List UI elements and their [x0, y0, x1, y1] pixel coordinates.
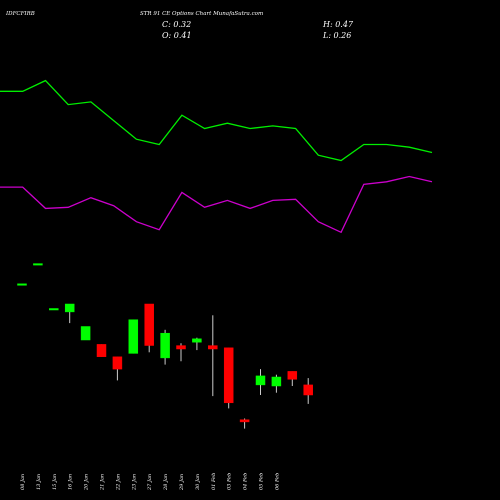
close-value: C: 0.32 [162, 20, 191, 29]
overlay-line-1 [0, 175, 433, 234]
candle [223, 347, 234, 409]
candle [176, 343, 186, 362]
candle [303, 378, 313, 404]
symbol-label: IDFCFIRB [5, 11, 35, 17]
overlay-line-0 [0, 79, 433, 162]
candle [49, 308, 59, 311]
x-tick-label: 30 Jan [195, 474, 201, 490]
candle-body [17, 283, 27, 286]
x-tick-label: 20 Jan [84, 474, 90, 491]
candle [17, 283, 27, 286]
candle [208, 315, 218, 397]
x-tick-label: 22 Jan [115, 474, 121, 491]
x-tick-label: 05 Feb [259, 473, 265, 490]
x-tick-label: 27 Jan [147, 474, 153, 491]
candle-body [64, 303, 75, 313]
x-tick-label: 21 Jan [100, 474, 106, 491]
high-value: H: 0.47 [322, 20, 354, 29]
x-tick-label: 15 Jan [52, 474, 58, 490]
x-tick-label: 03 Feb [227, 473, 233, 490]
candle-body [112, 356, 123, 370]
candle [271, 374, 282, 393]
candle [64, 303, 75, 324]
candle [128, 319, 139, 354]
x-tick-label: 16 Jan [68, 474, 74, 490]
candle [287, 371, 298, 386]
x-tick-label: 28 Jan [163, 474, 169, 491]
candle-body [223, 347, 234, 404]
candle-body [176, 345, 186, 350]
x-tick-label: 23 Jan [131, 474, 137, 491]
candle-body [239, 419, 250, 423]
candle [80, 326, 91, 341]
x-tick-label: 06 Feb [274, 473, 280, 490]
candle-body [49, 308, 59, 311]
x-tick-label: 29 Jan [179, 474, 185, 491]
candle-body [208, 345, 218, 350]
candle [192, 337, 202, 351]
overlay-lines [0, 79, 433, 234]
chart-title: STR 91 CE Options Chart MunafaSutra.com [140, 11, 263, 17]
x-axis-ticks: 08 Jan 13 Jan 15 Jan 16 Jan 20 Jan 21 Jan 22 J… [20, 473, 280, 491]
candle [96, 344, 107, 357]
candle-body [80, 326, 91, 341]
candle-body [192, 338, 202, 343]
x-tick-label: 08 Jan [20, 474, 26, 490]
candle-body [128, 319, 139, 354]
candle-body [303, 384, 313, 396]
candle [255, 369, 266, 395]
candle-body [160, 332, 170, 359]
candle-body [255, 375, 266, 386]
candle-body [144, 303, 154, 346]
candle [239, 418, 250, 429]
candle [33, 263, 43, 266]
x-tick-label: 13 Jan [36, 474, 42, 490]
low-value: L: 0.26 [322, 31, 351, 40]
candle [160, 329, 170, 365]
open-value: O: 0.41 [162, 31, 192, 40]
candles [17, 263, 313, 429]
x-tick-label: 01 Feb [211, 473, 217, 490]
x-tick-label: 04 Feb [243, 473, 249, 490]
candle-body [96, 344, 107, 357]
candle [112, 356, 123, 381]
candle-body [271, 376, 282, 387]
candle-body [287, 371, 298, 380]
candle [144, 303, 154, 353]
candle-body [33, 263, 43, 266]
